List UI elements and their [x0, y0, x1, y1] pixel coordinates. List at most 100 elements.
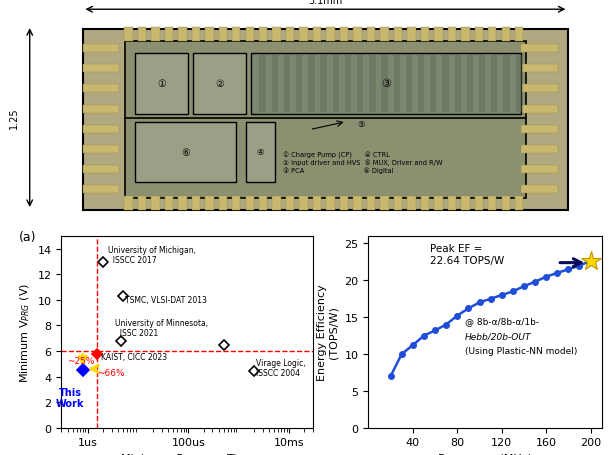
Bar [313, 28, 321, 42]
Bar [521, 45, 558, 53]
Text: ②: ② [216, 79, 224, 89]
Bar [467, 56, 473, 112]
Bar [124, 197, 133, 210]
Bar [521, 105, 558, 113]
Bar [286, 197, 294, 210]
Bar [442, 56, 449, 112]
Bar [192, 28, 200, 42]
Bar [327, 197, 335, 210]
Text: University of Minnesota,
  JSSC 2021: University of Minnesota, JSSC 2021 [115, 318, 208, 337]
Bar [82, 165, 120, 173]
Bar [515, 197, 523, 210]
Bar [380, 197, 389, 210]
Bar [82, 65, 120, 73]
Text: This
Work: This Work [56, 387, 85, 409]
Text: Peak EF =
22.64 TOPS/W: Peak EF = 22.64 TOPS/W [430, 244, 503, 266]
Text: ⑤: ⑤ [357, 120, 365, 129]
Bar [521, 85, 558, 93]
Text: ⑥: ⑥ [181, 147, 190, 157]
Bar [521, 185, 558, 193]
Bar [138, 28, 146, 42]
Text: (Using Plastic-NN model): (Using Plastic-NN model) [465, 346, 577, 355]
Bar [271, 56, 278, 112]
Bar [421, 28, 429, 42]
Text: ~66%: ~66% [97, 368, 125, 377]
Bar [407, 28, 416, 42]
Bar [367, 28, 375, 42]
Bar [461, 28, 470, 42]
Text: KAIST, CICC 2023: KAIST, CICC 2023 [101, 353, 167, 361]
Bar [82, 125, 120, 133]
Bar [345, 56, 351, 112]
Bar [219, 197, 227, 210]
Bar [308, 56, 314, 112]
Bar [488, 197, 497, 210]
Bar [421, 197, 429, 210]
Text: 1.25: 1.25 [9, 107, 19, 129]
Bar [434, 28, 443, 42]
Bar [381, 56, 387, 112]
Bar [516, 56, 522, 112]
Bar [135, 54, 188, 114]
Bar [192, 197, 200, 210]
Bar [205, 28, 214, 42]
Bar [515, 28, 523, 42]
Bar [380, 28, 389, 42]
Bar [246, 122, 275, 182]
Text: ④: ④ [257, 148, 264, 157]
Y-axis label: Minimum V$_{PRG}$ (V): Minimum V$_{PRG}$ (V) [18, 282, 32, 382]
Text: TSMC, VLSI-DAT 2013: TSMC, VLSI-DAT 2013 [125, 296, 207, 305]
Bar [252, 54, 521, 114]
Bar [178, 28, 187, 42]
Bar [503, 56, 510, 112]
Bar [327, 28, 335, 42]
Bar [124, 28, 133, 42]
Bar [333, 56, 339, 112]
Bar [151, 197, 160, 210]
Bar [353, 197, 362, 210]
Bar [340, 28, 348, 42]
Bar [205, 197, 214, 210]
Text: ③: ③ [381, 79, 391, 89]
Bar [273, 197, 281, 210]
Bar [138, 197, 146, 210]
Bar [394, 28, 402, 42]
Bar [448, 28, 456, 42]
Text: ①: ① [157, 79, 166, 89]
Text: ① Charge Pump (CP)      ④ CTRL
② Input driver and HVS  ⑤ MUX, Driver and R/W
③ P: ① Charge Pump (CP) ④ CTRL ② Input driver… [283, 151, 443, 173]
Bar [502, 197, 510, 210]
Bar [430, 56, 437, 112]
Text: University of Michigan,
  ISSCC 2017: University of Michigan, ISSCC 2017 [108, 245, 196, 265]
Bar [82, 45, 120, 53]
Bar [165, 28, 173, 42]
Bar [475, 28, 483, 42]
X-axis label: Minimum Program Time: Minimum Program Time [120, 453, 254, 455]
Bar [521, 145, 558, 153]
Bar [300, 28, 308, 42]
Text: ~25%: ~25% [66, 356, 94, 365]
Bar [193, 54, 246, 114]
Bar [125, 42, 526, 198]
Bar [406, 56, 412, 112]
Bar [259, 56, 266, 112]
Bar [232, 197, 241, 210]
Bar [488, 28, 497, 42]
Bar [321, 56, 327, 112]
Bar [353, 28, 362, 42]
Bar [178, 197, 187, 210]
Bar [479, 56, 485, 112]
Bar [273, 28, 281, 42]
Bar [82, 85, 120, 93]
Bar [491, 56, 497, 112]
Bar [82, 185, 120, 193]
Bar [82, 105, 120, 113]
Bar [367, 197, 375, 210]
Bar [165, 197, 173, 210]
Text: 3.1mm: 3.1mm [308, 0, 343, 6]
Bar [135, 122, 236, 182]
Bar [246, 28, 254, 42]
Text: Virage Logic,
ISSCC 2004: Virage Logic, ISSCC 2004 [256, 358, 306, 378]
Bar [296, 56, 302, 112]
Bar [418, 56, 424, 112]
Text: Hebb/20b-OUT: Hebb/20b-OUT [465, 331, 532, 340]
